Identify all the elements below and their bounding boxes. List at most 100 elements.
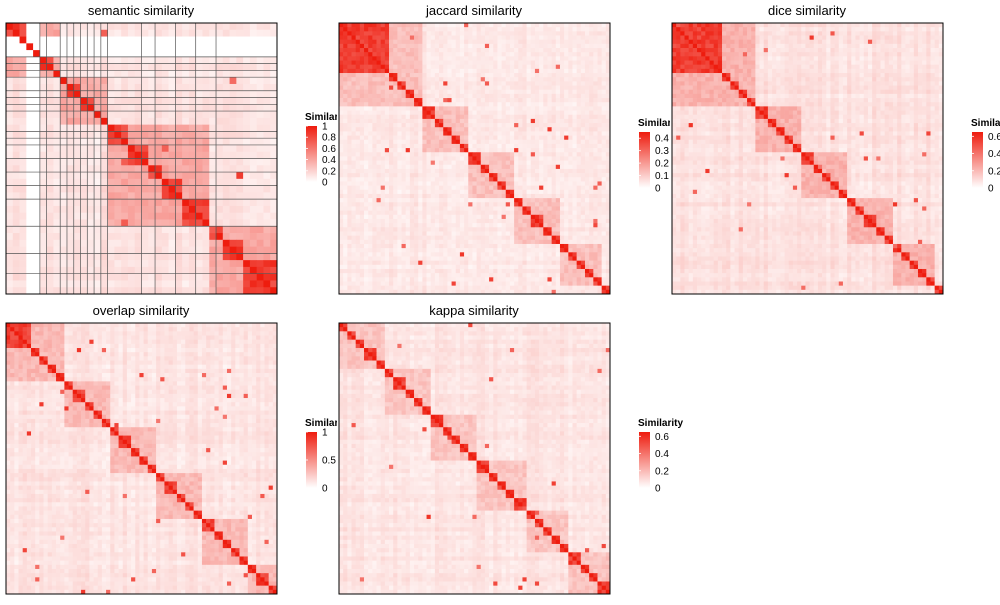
heatmap-cell — [368, 69, 372, 73]
heatmap-cell — [360, 31, 364, 35]
heatmap-cell — [6, 260, 13, 267]
heatmap-cell — [236, 104, 243, 111]
heatmap-cell — [531, 44, 535, 48]
heatmap-cell — [81, 287, 88, 294]
heatmap-cell — [114, 145, 121, 152]
heatmap-cell — [216, 57, 223, 64]
heatmap-cell — [368, 86, 372, 90]
heatmap-cell — [182, 138, 189, 145]
heatmap-cell — [135, 213, 142, 220]
heatmap-cell — [121, 287, 128, 294]
heatmap-cell — [202, 23, 209, 30]
heatmap-cell — [452, 94, 456, 98]
heatmap-cell — [209, 98, 216, 105]
heatmap-cell — [94, 247, 101, 254]
heatmap-cell — [230, 37, 237, 44]
heatmap-cell — [502, 119, 506, 123]
heatmap-cell — [389, 44, 393, 48]
heatmap-cell — [460, 65, 464, 69]
heatmap-cell — [556, 106, 560, 110]
heatmap-cell — [243, 23, 250, 30]
heatmap-cell — [230, 240, 237, 247]
heatmap-cell — [597, 90, 601, 94]
heatmap-cell — [593, 27, 597, 31]
heatmap-cell — [522, 106, 526, 110]
heatmap-cell — [414, 152, 418, 156]
heatmap-cell — [535, 127, 539, 131]
heatmap-cell — [406, 61, 410, 65]
heatmap-cell — [468, 136, 472, 140]
heatmap-cell — [114, 43, 121, 50]
heatmap-cell — [26, 247, 33, 254]
heatmap-cell — [377, 119, 381, 123]
heatmap-cell — [270, 118, 277, 125]
heatmap-cell — [364, 102, 368, 106]
heatmap-cell — [257, 84, 264, 91]
heatmap-cell — [418, 36, 422, 40]
heatmap-cell — [602, 123, 606, 127]
heatmap-cell — [87, 118, 94, 125]
heatmap-cell — [452, 73, 456, 77]
heatmap-cell — [531, 144, 535, 148]
heatmap-cell — [414, 44, 418, 48]
heatmap-cell — [443, 131, 447, 135]
heatmap-cell — [381, 98, 385, 102]
heatmap-cell — [263, 111, 270, 118]
heatmap-cell — [406, 94, 410, 98]
heatmap-cell — [510, 44, 514, 48]
heatmap-cell — [372, 106, 376, 110]
heatmap-cell — [128, 253, 135, 260]
heatmap-cell — [502, 81, 506, 85]
heatmap-cell — [175, 274, 182, 281]
heatmap-cell — [410, 106, 414, 110]
heatmap-cell — [182, 159, 189, 166]
heatmap-cell — [589, 52, 593, 56]
heatmap-cell — [510, 48, 514, 52]
heatmap-cell — [406, 144, 410, 148]
heatmap-cell — [593, 31, 597, 35]
heatmap-cell — [431, 73, 435, 77]
heatmap-cell — [270, 70, 277, 77]
heatmap-cell — [26, 172, 33, 179]
heatmap-cell — [397, 23, 401, 27]
heatmap-cell — [155, 98, 162, 105]
heatmap-cell — [270, 91, 277, 98]
heatmap-cell — [560, 127, 564, 131]
heatmap-cell — [155, 226, 162, 233]
heatmap-cell — [522, 140, 526, 144]
heatmap-cell — [468, 94, 472, 98]
heatmap-cell — [497, 86, 501, 90]
heatmap-cell — [155, 118, 162, 125]
heatmap-cell — [230, 50, 237, 57]
heatmap-cell — [572, 56, 576, 60]
heatmap-cell — [347, 115, 351, 119]
heatmap-cell — [377, 90, 381, 94]
heatmap-cell — [472, 56, 476, 60]
heatmap-cell — [189, 64, 196, 71]
heatmap-cell — [397, 56, 401, 60]
heatmap-cell — [216, 240, 223, 247]
heatmap-cell — [128, 274, 135, 281]
heatmap-cell — [67, 131, 74, 138]
heatmap-cell — [602, 56, 606, 60]
heatmap-cell — [135, 159, 142, 166]
heatmap-cell — [560, 77, 564, 81]
heatmap-cell — [464, 131, 468, 135]
heatmap-cell — [60, 43, 67, 50]
heatmap-cell — [602, 44, 606, 48]
heatmap-cell — [196, 104, 203, 111]
heatmap-cell — [389, 73, 393, 77]
heatmap-cell — [410, 48, 414, 52]
heatmap-cell — [385, 31, 389, 35]
heatmap-cell — [568, 140, 572, 144]
heatmap-cell — [347, 56, 351, 60]
heatmap-cell — [169, 138, 176, 145]
heatmap-cell — [422, 94, 426, 98]
heatmap-cell — [564, 148, 568, 152]
heatmap-cell — [389, 61, 393, 65]
heatmap-cell — [460, 23, 464, 27]
heatmap-cell — [581, 144, 585, 148]
heatmap-cell — [270, 253, 277, 260]
heatmap-cell — [87, 23, 94, 30]
heatmap-cell — [535, 119, 539, 123]
